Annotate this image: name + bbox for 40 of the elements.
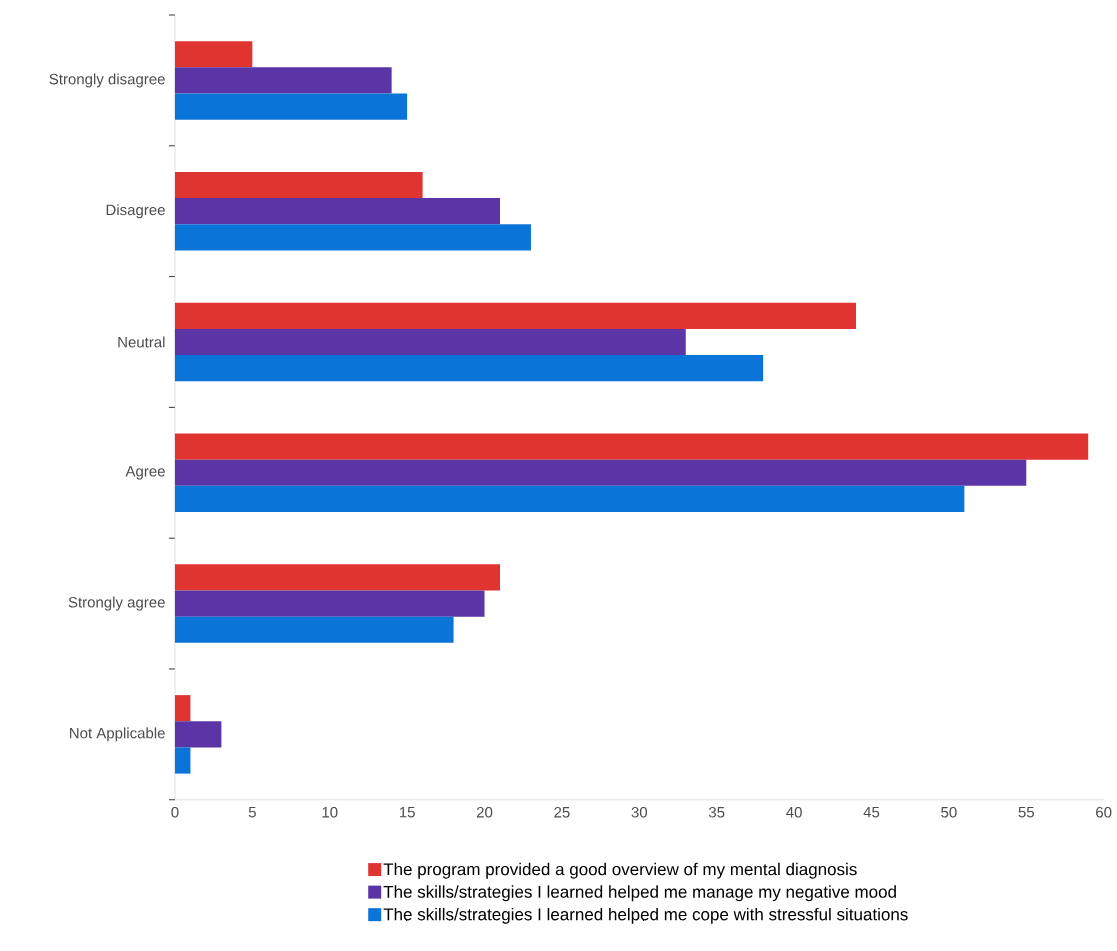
x-tick-label: 5 xyxy=(248,807,256,818)
y-tick-label: Strongly agree xyxy=(68,596,165,611)
bar xyxy=(174,721,222,748)
x-tick-label: 35 xyxy=(708,807,725,818)
x-tick-label: 60 xyxy=(1096,807,1112,818)
bar xyxy=(174,93,408,120)
y-tick-label: Strongly disagree xyxy=(49,73,165,88)
bar xyxy=(174,433,1089,460)
x-tick-label: 55 xyxy=(1018,807,1034,818)
legend-label: The skills/strategies I learned helped me manage my negative mood xyxy=(383,885,896,902)
x-tick-label: 45 xyxy=(863,807,880,818)
x-tick-label: 25 xyxy=(554,807,570,818)
bar xyxy=(174,564,500,591)
bar xyxy=(174,224,531,251)
y-tick-label: Not Applicable xyxy=(70,727,165,742)
bar xyxy=(174,747,191,774)
x-tick-label: 30 xyxy=(631,807,648,818)
bar xyxy=(174,486,965,513)
x-tick-label: 0 xyxy=(171,807,179,818)
bar xyxy=(174,355,764,382)
x-tick-label: 20 xyxy=(476,807,493,818)
y-tick-label: Agree xyxy=(125,466,165,480)
bar xyxy=(174,41,253,68)
bar xyxy=(174,172,423,199)
legend-label: The skills/strategies I learned helped me cope with stressful situations xyxy=(383,908,908,924)
bar xyxy=(174,616,454,643)
bar xyxy=(174,459,1027,486)
bar xyxy=(174,302,857,330)
bar xyxy=(174,198,500,225)
x-tick-label: 15 xyxy=(399,807,415,818)
bar xyxy=(174,329,686,356)
x-tick-label: 10 xyxy=(322,807,338,818)
bar xyxy=(174,590,485,617)
legend-label: The program provided a good overview of my mental diagnosis xyxy=(383,862,857,879)
x-tick-label: 50 xyxy=(941,807,957,818)
y-tick-label: Disagree xyxy=(106,204,165,219)
x-tick-label: 40 xyxy=(786,807,802,818)
y-tick-label: Neutral xyxy=(118,336,165,348)
bar xyxy=(174,695,191,722)
bar xyxy=(174,67,392,94)
